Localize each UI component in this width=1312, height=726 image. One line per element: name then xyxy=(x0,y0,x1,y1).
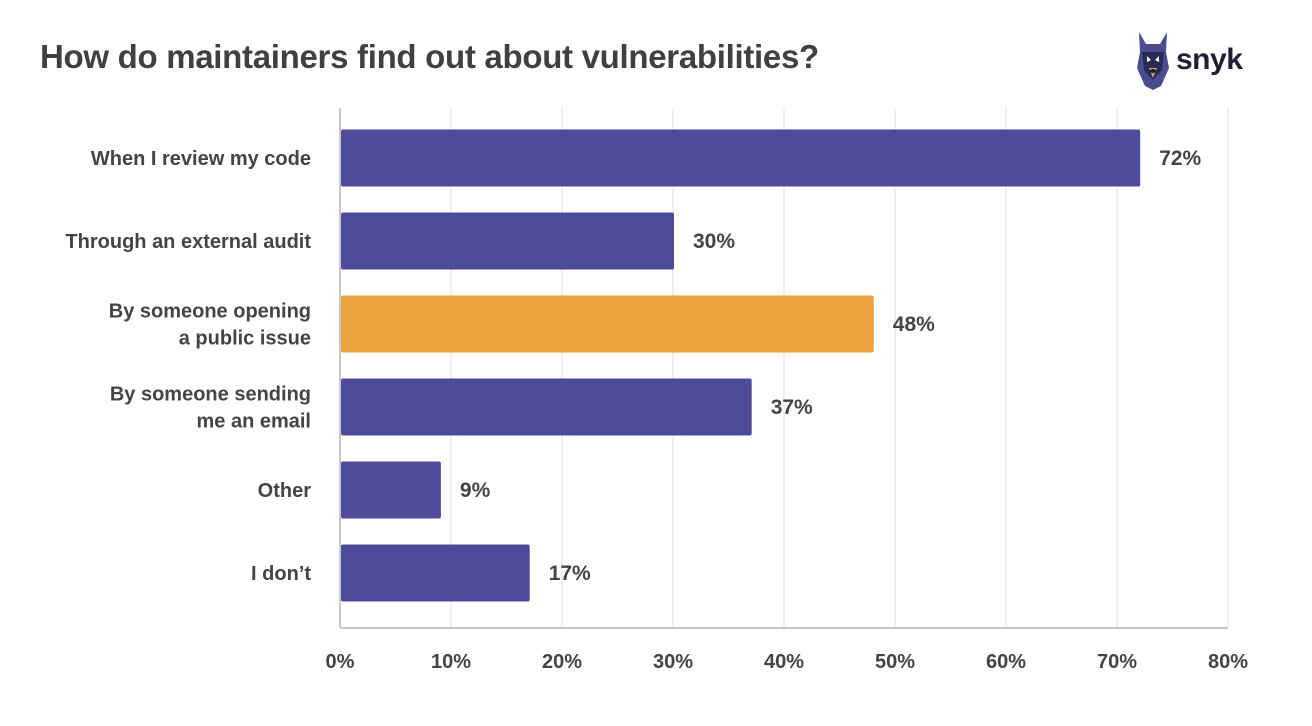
snyk-doberman-icon xyxy=(1137,32,1169,90)
chart-title: How do maintainers find out about vulner… xyxy=(40,38,819,75)
category-label: Other xyxy=(258,480,312,502)
bar xyxy=(341,212,674,270)
category-label: When I review my code xyxy=(91,148,311,170)
category-label: Through an external audit xyxy=(65,231,311,253)
snyk-logo: snyk xyxy=(1136,30,1243,90)
category-label: I don’t xyxy=(251,563,311,585)
value-labels: 72% 30% 48% 37% 9% 17% xyxy=(460,147,1202,585)
snyk-wordmark: snyk xyxy=(1176,43,1243,76)
category-labels: When I review my code Through an external… xyxy=(65,148,311,585)
value-label: 72% xyxy=(1159,147,1201,170)
x-tick-label: 30% xyxy=(653,651,693,673)
bar xyxy=(341,461,441,519)
axes xyxy=(339,108,1228,629)
x-tick-label: 20% xyxy=(542,651,582,673)
x-tick-label: 60% xyxy=(986,651,1026,673)
bar xyxy=(341,378,752,436)
x-tick-label: 40% xyxy=(764,651,804,673)
bars xyxy=(341,129,1141,602)
value-label: 48% xyxy=(893,313,935,336)
x-tick-label: 0% xyxy=(326,651,355,673)
gridlines xyxy=(450,108,1229,628)
value-label: 37% xyxy=(771,396,813,419)
bar xyxy=(341,544,530,602)
x-tick-label: 10% xyxy=(431,651,471,673)
x-tick-label: 80% xyxy=(1208,651,1248,673)
bar xyxy=(341,129,1141,187)
bar xyxy=(341,295,874,353)
x-tick-label: 50% xyxy=(875,651,915,673)
x-tick-labels: 0% 10% 20% 30% 40% 50% 60% 70% 80% xyxy=(326,651,1249,673)
value-label: 17% xyxy=(549,562,591,585)
value-label: 30% xyxy=(693,230,735,253)
category-label: By someone opening a public issue xyxy=(109,301,311,350)
category-label: By someone sending me an email xyxy=(110,384,311,433)
x-tick-label: 70% xyxy=(1097,651,1137,673)
value-label: 9% xyxy=(460,479,491,502)
